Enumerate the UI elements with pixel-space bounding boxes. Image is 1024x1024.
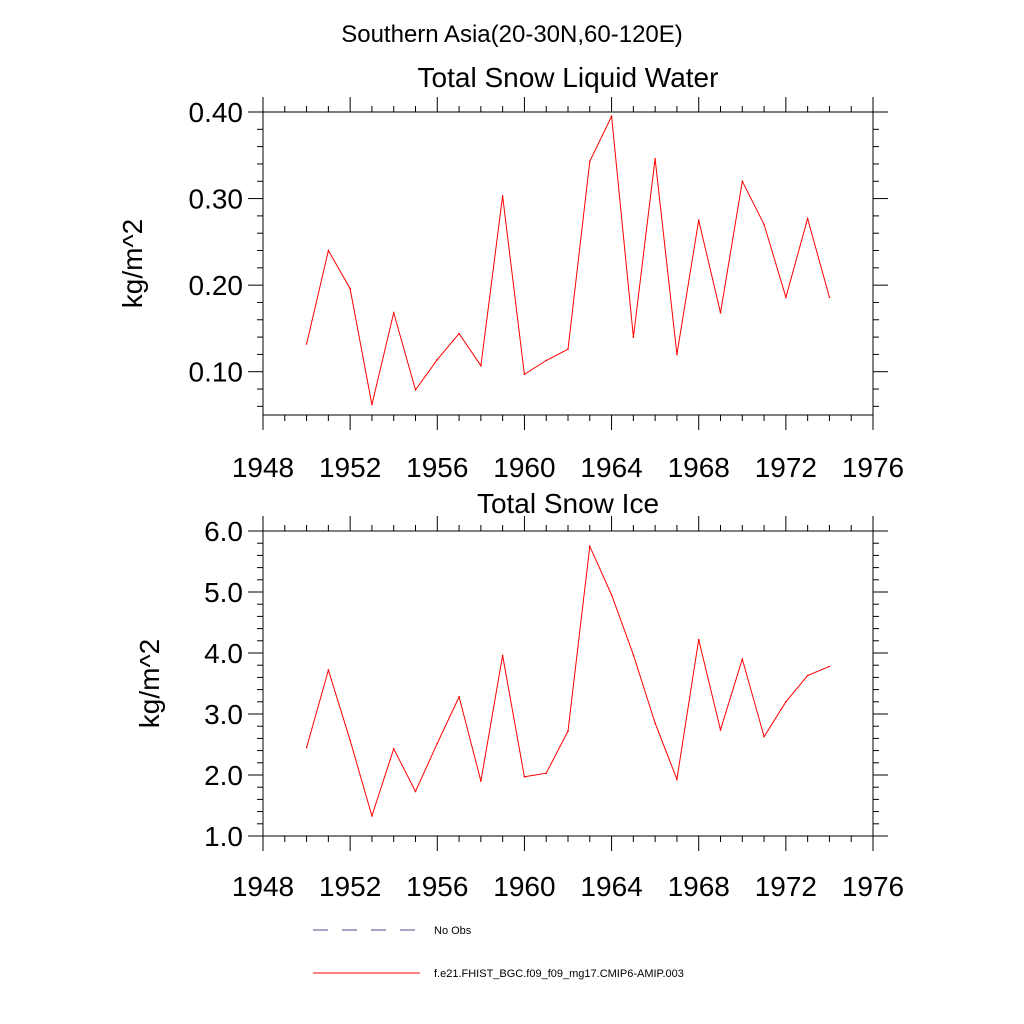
- chart-panel-1: Total Snow Liquid Water kg/m^2 1948 1952 195…: [117, 62, 904, 483]
- data-point: [719, 729, 722, 731]
- data-point: [414, 389, 417, 391]
- y-axis-label: kg/m^2: [117, 219, 148, 308]
- data-point: [654, 157, 656, 160]
- y-axis-label: kg/m^2: [134, 639, 165, 728]
- data-point: [501, 195, 504, 197]
- data-point: [567, 730, 569, 732]
- x-tick-label: 1972: [755, 871, 817, 902]
- data-point: [763, 223, 765, 226]
- data-point: [632, 336, 635, 338]
- x-tick-label: 1952: [319, 452, 381, 483]
- data-point: [327, 249, 330, 252]
- data-point: [414, 790, 417, 793]
- data-point: [305, 343, 308, 345]
- data-point: [392, 312, 395, 314]
- data-point: [763, 735, 765, 738]
- data-point: [697, 219, 700, 222]
- data-point: [654, 722, 656, 724]
- data-point: [480, 364, 482, 367]
- data-point: [458, 696, 460, 698]
- x-tick-label: 1956: [406, 871, 468, 902]
- data-point: [567, 348, 569, 351]
- data-point: [828, 296, 831, 299]
- data-point: [697, 638, 700, 641]
- data-point: [523, 373, 526, 376]
- data-point: [741, 658, 744, 660]
- data-point: [806, 217, 809, 220]
- chart-panel-2: Total Snow Ice kg/m^2 1948 1952 1956 1960 1964…: [134, 488, 904, 902]
- data-point: [480, 780, 482, 782]
- y-tick-label: 0.40: [189, 97, 244, 128]
- data-point: [501, 654, 504, 657]
- data-point: [785, 701, 787, 703]
- x-tick-label: 1948: [232, 871, 294, 902]
- legend-model-label: f.e21.FHIST_BGC.f09_f09_mg17.CMIP6-AMIP.…: [434, 968, 684, 980]
- data-point: [327, 669, 330, 671]
- chart-title: Total Snow Liquid Water: [418, 62, 719, 93]
- data-point: [588, 545, 591, 548]
- data-point: [545, 359, 548, 362]
- legend: No Obs f.e21.FHIST_BGC.f09_f09_mg17.CMIP…: [313, 925, 684, 980]
- x-tick-label: 1952: [319, 871, 381, 902]
- plot-frame: [262, 530, 874, 837]
- x-tick-label: 1976: [842, 452, 904, 483]
- chart-panels: Total Snow Liquid Water kg/m^2 1948 1952 195…: [117, 62, 904, 902]
- y-tick-label: 0.20: [189, 270, 244, 301]
- data-point: [785, 296, 787, 299]
- data-point: [458, 332, 460, 335]
- y-tick-label: 0.30: [189, 184, 244, 215]
- x-tick-label: 1960: [493, 452, 555, 483]
- x-tick-label: 1976: [842, 871, 904, 902]
- y-tick-label: 6.0: [204, 516, 243, 547]
- x-tick-label: 1968: [668, 452, 730, 483]
- data-point: [741, 180, 744, 183]
- data-point: [610, 115, 613, 118]
- y-tick-label: 5.0: [204, 577, 243, 608]
- data-point: [545, 772, 548, 774]
- data-point: [371, 815, 373, 817]
- data-point: [349, 739, 351, 742]
- x-tick-label: 1948: [232, 452, 294, 483]
- data-point: [806, 674, 809, 677]
- y-tick-label: 2.0: [204, 760, 243, 791]
- data-point: [632, 654, 635, 656]
- x-tick-label: 1956: [406, 452, 468, 483]
- data-point: [676, 353, 678, 356]
- data-point: [436, 358, 439, 361]
- plot-frame: [262, 111, 874, 416]
- x-tick-label: 1972: [755, 452, 817, 483]
- page-title: Southern Asia(20-30N,60-120E): [341, 21, 683, 48]
- x-tick-label: 1968: [668, 871, 730, 902]
- data-point: [588, 160, 591, 163]
- legend-obs-label: No Obs: [434, 925, 472, 937]
- data-point: [719, 312, 722, 314]
- data-point: [828, 665, 831, 668]
- data-point: [371, 403, 373, 406]
- chart-title: Total Snow Ice: [477, 488, 659, 519]
- y-tick-label: 4.0: [204, 638, 243, 669]
- series-line: [306, 544, 830, 818]
- y-tick-label: 1.0: [204, 821, 243, 852]
- y-tick-label: 0.10: [189, 357, 244, 388]
- data-point: [676, 778, 678, 781]
- series-line: [306, 114, 830, 405]
- data-point: [349, 287, 351, 290]
- data-point: [523, 776, 526, 778]
- data-point: [392, 747, 395, 750]
- x-tick-label: 1964: [580, 452, 642, 483]
- data-point: [436, 742, 439, 745]
- x-tick-label: 1964: [580, 871, 642, 902]
- y-tick-label: 3.0: [204, 699, 243, 730]
- data-point: [610, 594, 613, 596]
- data-point: [305, 746, 308, 749]
- x-tick-label: 1960: [493, 871, 555, 902]
